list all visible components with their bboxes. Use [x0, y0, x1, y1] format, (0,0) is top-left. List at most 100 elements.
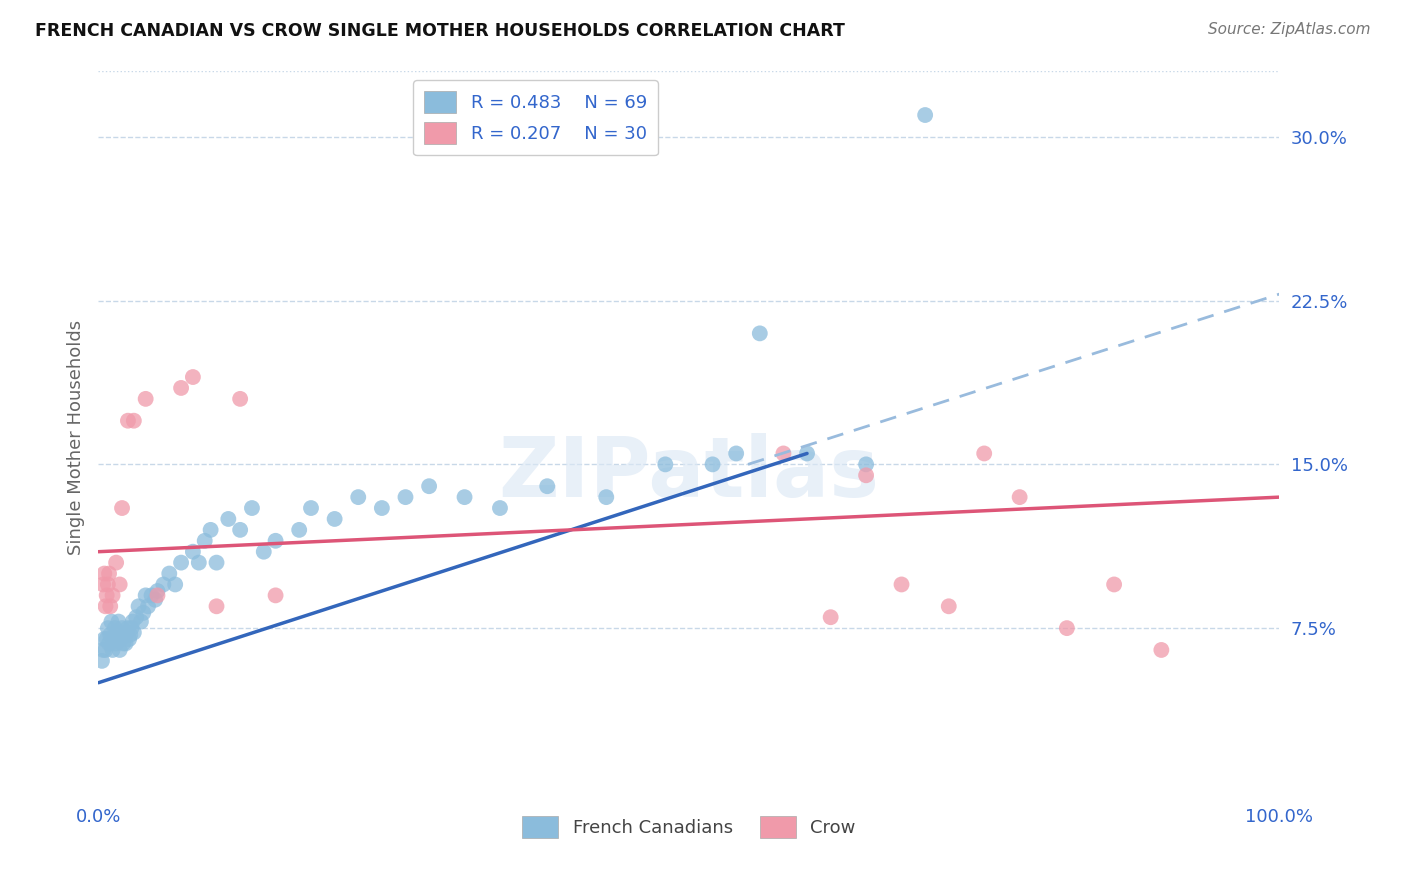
Point: [135, 588, 157, 602]
Point: [98, 636, 121, 650]
Point: [97, 577, 120, 591]
Point: [107, 615, 129, 629]
Point: [725, 446, 748, 460]
Point: [114, 636, 136, 650]
Point: [205, 599, 228, 614]
Point: [702, 458, 724, 472]
Point: [217, 512, 239, 526]
Point: [122, 414, 145, 428]
Point: [165, 577, 187, 591]
Point: [118, 632, 141, 646]
Point: [146, 588, 169, 602]
Point: [143, 592, 166, 607]
Point: [253, 545, 276, 559]
Point: [111, 501, 134, 516]
Text: FRENCH CANADIAN VS CROW SINGLE MOTHER HOUSEHOLDS CORRELATION CHART: FRENCH CANADIAN VS CROW SINGLE MOTHER HO…: [35, 22, 845, 40]
Point: [93, 566, 115, 581]
Point: [110, 632, 132, 646]
Point: [101, 588, 124, 602]
Point: [187, 556, 209, 570]
Point: [264, 533, 287, 548]
Point: [96, 632, 118, 646]
Point: [100, 615, 122, 629]
Point: [152, 577, 174, 591]
Point: [855, 458, 877, 472]
Point: [108, 577, 131, 591]
Point: [453, 490, 475, 504]
Point: [125, 610, 148, 624]
Point: [489, 501, 512, 516]
Point: [748, 326, 770, 341]
Point: [323, 512, 346, 526]
Point: [890, 577, 912, 591]
Point: [105, 636, 128, 650]
Point: [973, 446, 995, 460]
Point: [98, 566, 121, 581]
Point: [112, 636, 135, 650]
Point: [94, 599, 117, 614]
Point: [371, 501, 394, 516]
Point: [170, 381, 193, 395]
Point: [135, 392, 157, 406]
Legend: French Canadians, Crow: French Canadians, Crow: [515, 808, 863, 845]
Point: [122, 625, 145, 640]
Point: [112, 628, 135, 642]
Point: [121, 615, 143, 629]
Text: ZIPatlas: ZIPatlas: [499, 434, 879, 514]
Point: [108, 643, 131, 657]
Point: [105, 556, 128, 570]
Point: [157, 566, 180, 581]
Point: [97, 621, 120, 635]
Point: [132, 606, 155, 620]
Point: [96, 588, 118, 602]
Point: [103, 632, 125, 646]
Point: [129, 615, 152, 629]
Point: [595, 490, 617, 504]
Point: [98, 599, 121, 614]
Point: [111, 621, 134, 635]
Point: [120, 628, 142, 642]
Point: [288, 523, 311, 537]
Point: [820, 610, 842, 624]
Point: [205, 556, 228, 570]
Point: [93, 632, 115, 646]
Point: [855, 468, 877, 483]
Point: [181, 545, 204, 559]
Point: [91, 654, 114, 668]
Point: [938, 599, 960, 614]
Point: [170, 556, 193, 570]
Point: [121, 621, 143, 635]
Point: [394, 490, 416, 504]
Point: [181, 370, 204, 384]
Point: [1150, 643, 1173, 657]
Point: [94, 643, 117, 657]
Point: [128, 599, 150, 614]
Point: [98, 628, 121, 642]
Point: [91, 577, 114, 591]
Point: [796, 446, 818, 460]
Point: [299, 501, 322, 516]
Point: [1056, 621, 1078, 635]
Point: [536, 479, 558, 493]
Point: [141, 588, 163, 602]
Point: [146, 584, 169, 599]
Point: [418, 479, 440, 493]
Point: [240, 501, 263, 516]
Point: [264, 588, 287, 602]
Point: [1008, 490, 1031, 504]
Text: Source: ZipAtlas.com: Source: ZipAtlas.com: [1208, 22, 1371, 37]
Point: [347, 490, 370, 504]
Point: [136, 599, 159, 614]
Point: [91, 643, 114, 657]
Point: [115, 625, 138, 640]
Point: [194, 533, 217, 548]
Point: [105, 625, 128, 640]
Point: [914, 108, 936, 122]
Y-axis label: Single Mother Households: Single Mother Households: [66, 319, 84, 555]
Point: [117, 621, 139, 635]
Point: [104, 621, 127, 635]
Point: [200, 523, 222, 537]
Point: [1102, 577, 1125, 591]
Point: [772, 446, 794, 460]
Point: [101, 643, 124, 657]
